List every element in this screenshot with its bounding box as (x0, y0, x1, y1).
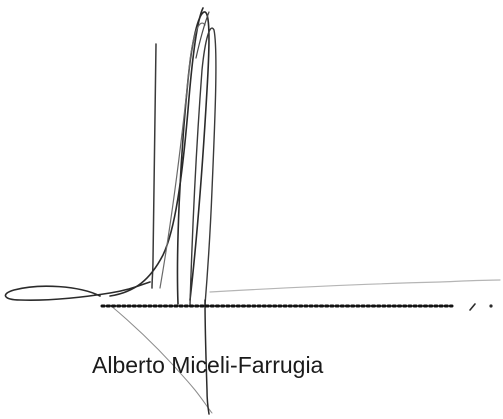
signature-tall-loop-2 (189, 27, 217, 306)
signature-end-mark (469, 303, 476, 311)
signature-tall-loop-3 (159, 22, 206, 289)
signature-end-dot (489, 304, 493, 308)
signature-left-loop (4, 281, 151, 301)
signature-flourish (195, 11, 210, 59)
signature-baseline-stroke (209, 279, 501, 293)
signature-short-stroke (151, 43, 157, 289)
signature-long-descender (204, 299, 210, 415)
signatory-name: Alberto Miceli-Farrugia (92, 352, 324, 378)
signature-tall-loop-1 (176, 11, 210, 305)
